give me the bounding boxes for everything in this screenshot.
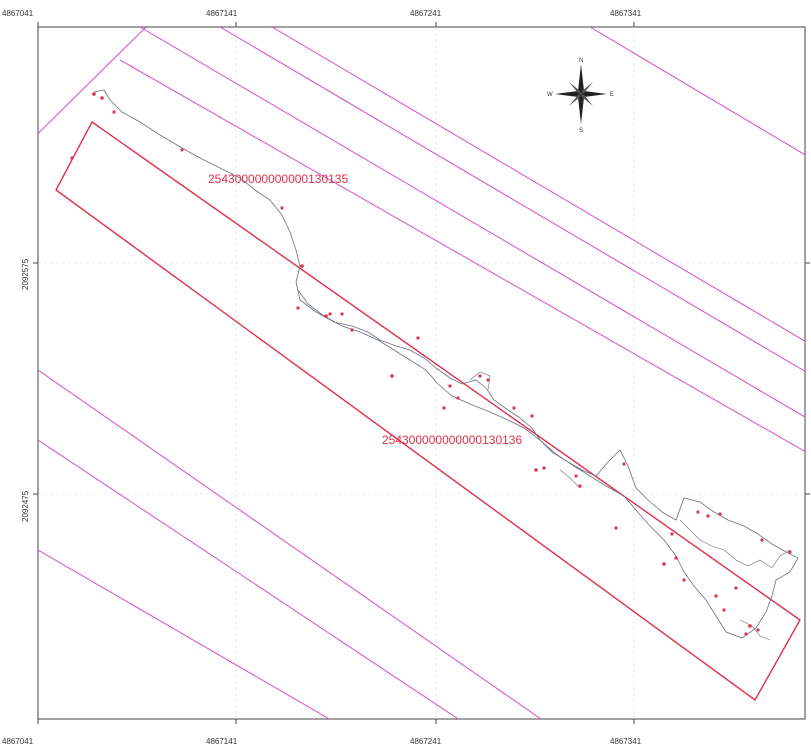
left-axis-labels: 2092575 2092475 — [21, 258, 30, 522]
left-tick-label: 2092475 — [21, 490, 30, 522]
grid-lines — [38, 27, 805, 719]
bottom-tick-label: 4867141 — [206, 737, 238, 746]
top-tick-label: 4867241 — [410, 9, 442, 18]
sample-points — [70, 92, 792, 636]
bottom-tick-label: 4867341 — [610, 737, 642, 746]
compass-rose-icon: N S W E — [547, 58, 614, 134]
parcel-label-130135: 254300000000000130135 — [208, 172, 348, 186]
compass-e: E — [610, 92, 614, 98]
top-tick-label: 4867341 — [610, 9, 642, 18]
compass-w: W — [547, 92, 553, 98]
tick-marks — [33, 22, 810, 724]
left-tick-label: 2092575 — [21, 258, 30, 290]
parcel-label-130136: 254300000000000130136 — [382, 433, 522, 447]
top-tick-label: 4867141 — [206, 9, 238, 18]
bottom-tick-label: 4867241 — [410, 737, 442, 746]
survey-trail-detail — [469, 371, 791, 641]
bottom-tick-label: 4867041 — [2, 737, 34, 746]
compass-n: N — [579, 58, 583, 64]
top-axis-labels: 4867041 4867141 4867241 4867341 — [2, 9, 642, 18]
parcel-boundaries — [38, 27, 805, 719]
top-tick-label: 4867041 — [2, 9, 34, 18]
survey-trail — [93, 89, 799, 639]
map-border — [37, 26, 806, 720]
compass-s: S — [579, 128, 583, 134]
bottom-axis-labels: 4867041 4867141 4867241 4867341 — [2, 737, 642, 746]
highlighted-parcel — [55, 120, 801, 702]
